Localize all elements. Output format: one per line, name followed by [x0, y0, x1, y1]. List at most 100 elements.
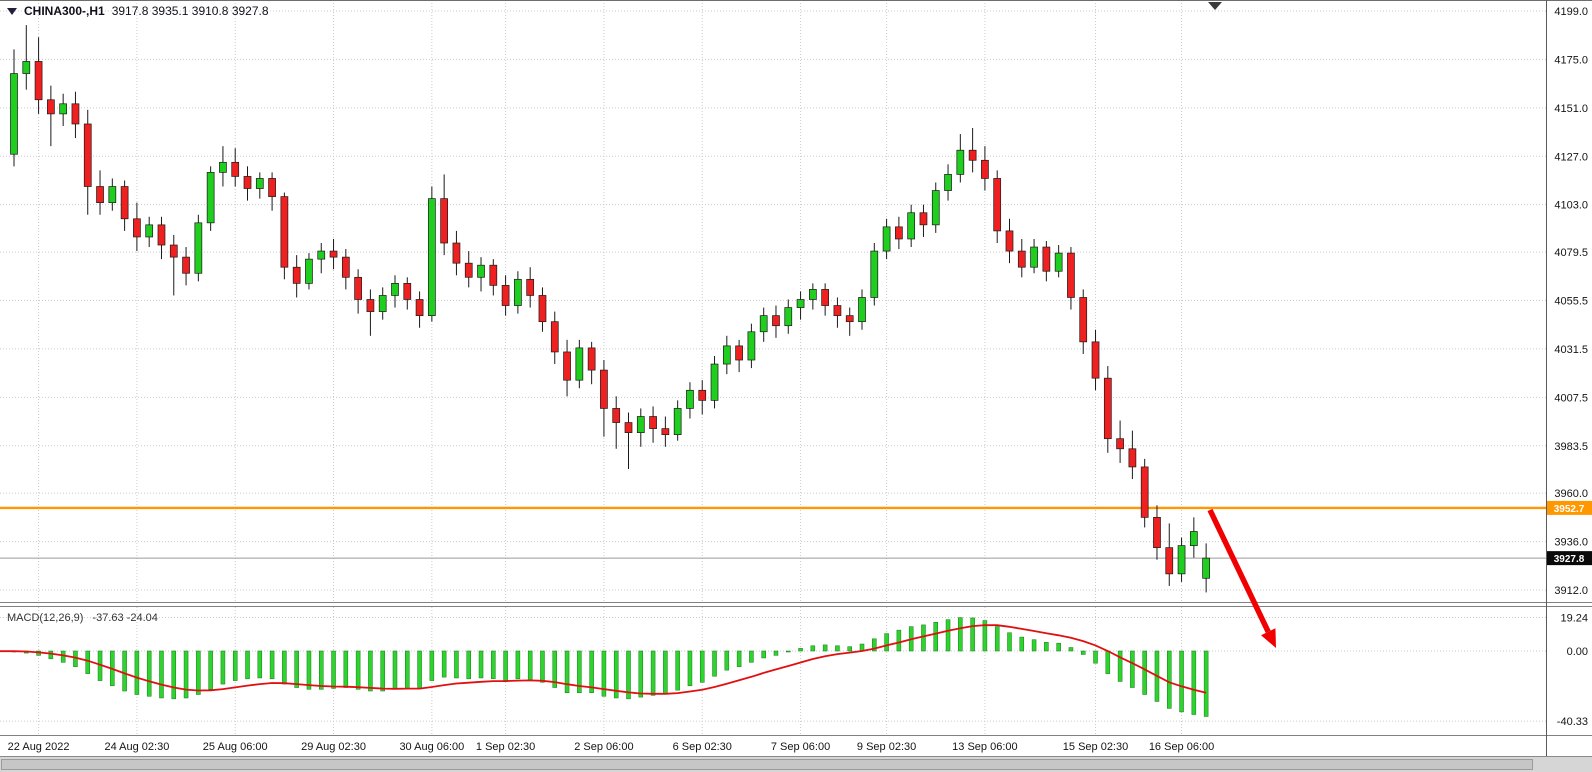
macd-bar	[491, 650, 496, 680]
bear-candle	[280, 196, 289, 268]
macd-histogram	[11, 617, 1209, 717]
price-axis-label: 4079.5	[1554, 247, 1588, 259]
bear-candle	[735, 345, 743, 361]
time-axis-label: 24 Aug 02:30	[104, 741, 169, 753]
macd-bar	[405, 650, 410, 689]
candles	[10, 25, 1210, 593]
macd-bar	[626, 650, 631, 700]
macd-bar	[577, 650, 582, 694]
macd-bar	[589, 650, 594, 694]
symbol-dropdown-icon	[7, 7, 17, 15]
macd-signal-line	[0, 624, 1207, 695]
bear-candle	[329, 250, 338, 258]
macd-bar	[220, 650, 226, 685]
bear-candle	[452, 242, 461, 264]
bear-candle	[993, 178, 1002, 232]
bull-candle	[673, 408, 682, 436]
scrollbar-thumb[interactable]	[1, 759, 1533, 770]
macd-bar	[786, 650, 791, 653]
macd-bar	[515, 650, 521, 680]
bull-candle	[108, 186, 117, 204]
trend-arrow-head[interactable]	[1261, 628, 1276, 648]
macd-bar	[85, 650, 90, 674]
price-axis[interactable]	[1547, 0, 1592, 756]
macd-bar	[122, 650, 127, 692]
bull-candle	[956, 149, 965, 175]
macd-bar	[749, 650, 754, 663]
bull-candle	[22, 61, 31, 74]
bear-candle	[821, 289, 829, 306]
macd-bar	[319, 650, 324, 690]
bear-candle	[292, 266, 301, 284]
bull-candle	[145, 224, 154, 238]
bear-candle	[981, 159, 989, 179]
bear-candle	[1017, 250, 1026, 268]
bear-candle	[1103, 377, 1112, 440]
macd-bar	[1007, 632, 1012, 652]
bear-candle	[612, 408, 621, 423]
bear-candle	[538, 295, 547, 323]
bear-candle	[624, 422, 633, 433]
macd-bar	[970, 617, 975, 652]
macd-bar	[1044, 642, 1049, 652]
bear-candle	[169, 244, 178, 258]
macd-bar	[527, 650, 533, 680]
bull-candle	[710, 363, 719, 401]
macd-bar	[1093, 650, 1098, 664]
time-axis-label: 6 Sep 02:30	[673, 741, 732, 753]
bull-candle	[1202, 557, 1210, 579]
current-price-tag-label: 3927.8	[1554, 554, 1585, 565]
bear-candle	[231, 161, 240, 177]
bear-candle	[268, 178, 276, 197]
bear-candle	[526, 278, 535, 296]
price-axis-label: 4199.0	[1554, 6, 1588, 18]
macd-bar	[1191, 650, 1197, 715]
bull-candle	[305, 258, 313, 284]
bear-candle	[34, 61, 43, 101]
bull-candle	[882, 226, 891, 252]
bear-candle	[772, 315, 780, 327]
price-axis-label: 4151.0	[1554, 103, 1588, 115]
horizontal-scrollbar[interactable]	[0, 756, 1592, 772]
price-axis-label: 4175.0	[1554, 54, 1588, 66]
bear-candle	[919, 212, 928, 226]
bear-candle	[1140, 466, 1149, 518]
price-axis-label: 4103.0	[1554, 200, 1588, 212]
time-axis-label: 9 Sep 02:30	[857, 741, 916, 753]
bear-candle	[563, 351, 571, 381]
bull-candle	[10, 73, 18, 155]
trend-arrow-shaft[interactable]	[1207, 508, 1271, 633]
bull-candle	[514, 278, 522, 306]
macd-bar	[48, 650, 54, 660]
macd-bar	[921, 624, 926, 652]
macd-bar	[699, 650, 705, 683]
bear-candle	[71, 103, 80, 125]
price-axis-label: 3983.5	[1554, 441, 1588, 453]
symbol-timeframe-label: CHINA300-,H1	[24, 4, 105, 18]
bull-candle	[1177, 545, 1186, 575]
macd-bar	[847, 646, 852, 652]
bull-candle	[575, 347, 584, 381]
time-axis[interactable]	[0, 736, 1546, 756]
macd-bar	[663, 650, 668, 694]
macd-values: -37.63 -24.04	[92, 612, 158, 624]
shift-marker-icon[interactable]	[1208, 2, 1222, 10]
bear-candle	[968, 149, 977, 161]
bear-candle	[1042, 246, 1051, 272]
bear-candle	[1079, 297, 1088, 343]
macd-bar	[638, 650, 644, 698]
orange-price-tag	[1547, 500, 1592, 515]
bull-candle	[477, 264, 485, 278]
bull-candle	[747, 331, 756, 361]
current-price-tag	[1547, 551, 1592, 566]
macd-bar	[613, 650, 619, 699]
price-axis-label: 3960.0	[1554, 488, 1588, 500]
bear-candle	[649, 416, 657, 429]
time-axis-label: 13 Sep 06:00	[952, 741, 1017, 753]
bear-candle	[1116, 438, 1124, 450]
bear-candle	[1091, 341, 1100, 379]
bull-candle	[686, 389, 694, 409]
bear-candle	[366, 299, 375, 312]
macd-bar	[540, 650, 545, 683]
